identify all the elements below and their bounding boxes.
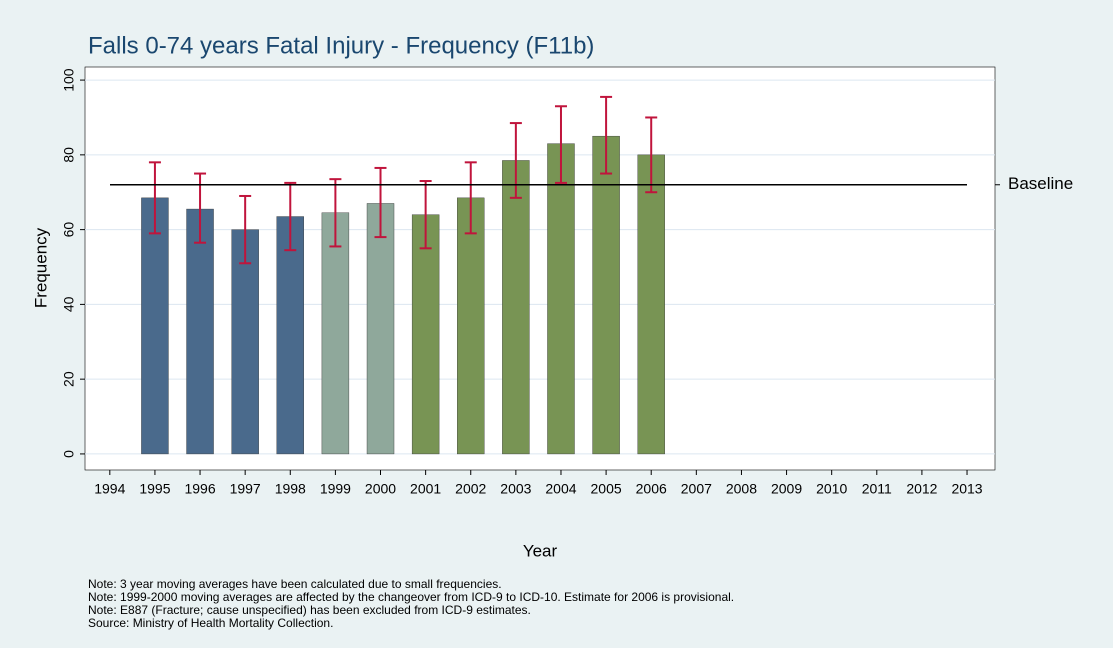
- error-bar: [148, 161, 161, 235]
- x-tick-label: 1997: [230, 481, 261, 497]
- error-bar: [284, 181, 297, 252]
- x-tick-label: 2002: [455, 481, 486, 497]
- bar: [547, 143, 575, 455]
- x-tick-label: 2001: [410, 481, 441, 497]
- y-tick-label: 20: [61, 371, 77, 387]
- x-tick-label: 2003: [500, 481, 531, 497]
- x-tick-label: 2010: [816, 481, 847, 497]
- y-tick-label: 0: [61, 450, 77, 458]
- x-tick-label: 1995: [139, 481, 170, 497]
- note: Note: 3 year moving averages have been c…: [88, 577, 502, 591]
- note: Note: E887 (Fracture; cause unspecified)…: [88, 603, 531, 617]
- x-tick-label: 2006: [636, 481, 667, 497]
- x-axis-title: Year: [523, 541, 558, 560]
- x-tick-label: 1998: [275, 481, 306, 497]
- error-bar: [464, 161, 477, 235]
- chart-title: Falls 0-74 years Fatal Injury - Frequenc…: [88, 32, 594, 59]
- baseline-label: Baseline: [1008, 174, 1073, 193]
- x-tick-label: 2012: [906, 481, 937, 497]
- x-tick-label: 2009: [771, 481, 802, 497]
- bar: [276, 216, 304, 455]
- x-tick-label: 1996: [184, 481, 215, 497]
- y-axis-title: Frequency: [31, 227, 50, 308]
- error-bar: [329, 178, 342, 248]
- error-bar: [554, 105, 567, 184]
- error-bar: [600, 95, 613, 175]
- x-tick-label: 1999: [320, 481, 351, 497]
- error-bar: [419, 180, 432, 250]
- y-tick-label: 60: [61, 222, 77, 238]
- error-bar: [645, 116, 658, 194]
- x-tick-label: 2011: [862, 481, 892, 497]
- x-tick-label: 2007: [681, 481, 712, 497]
- bar: [411, 214, 440, 455]
- y-tick-label: 100: [61, 68, 77, 92]
- note: Source: Ministry of Health Mortality Col…: [88, 616, 333, 630]
- bar: [366, 203, 395, 455]
- note: Note: 1999-2000 moving averages are affe…: [88, 590, 734, 604]
- plot-area: [84, 66, 996, 471]
- x-tick-label: 2013: [951, 481, 982, 497]
- bar: [231, 229, 259, 455]
- error-bar: [239, 194, 252, 265]
- y-tick-label: 40: [61, 296, 77, 312]
- bar: [186, 208, 214, 455]
- bar: [637, 154, 665, 455]
- bar: [502, 160, 530, 455]
- x-tick-label: 2005: [591, 481, 622, 497]
- bar: [141, 197, 169, 455]
- bar: [457, 197, 485, 455]
- y-tick-label: 80: [61, 147, 77, 163]
- error-bar: [374, 166, 387, 239]
- bar: [592, 135, 620, 455]
- x-tick-label: 1994: [94, 481, 125, 497]
- x-tick-label: 2000: [365, 481, 396, 497]
- x-tick-label: 2008: [726, 481, 757, 497]
- x-tick-label: 2004: [545, 481, 576, 497]
- bar: [321, 212, 350, 455]
